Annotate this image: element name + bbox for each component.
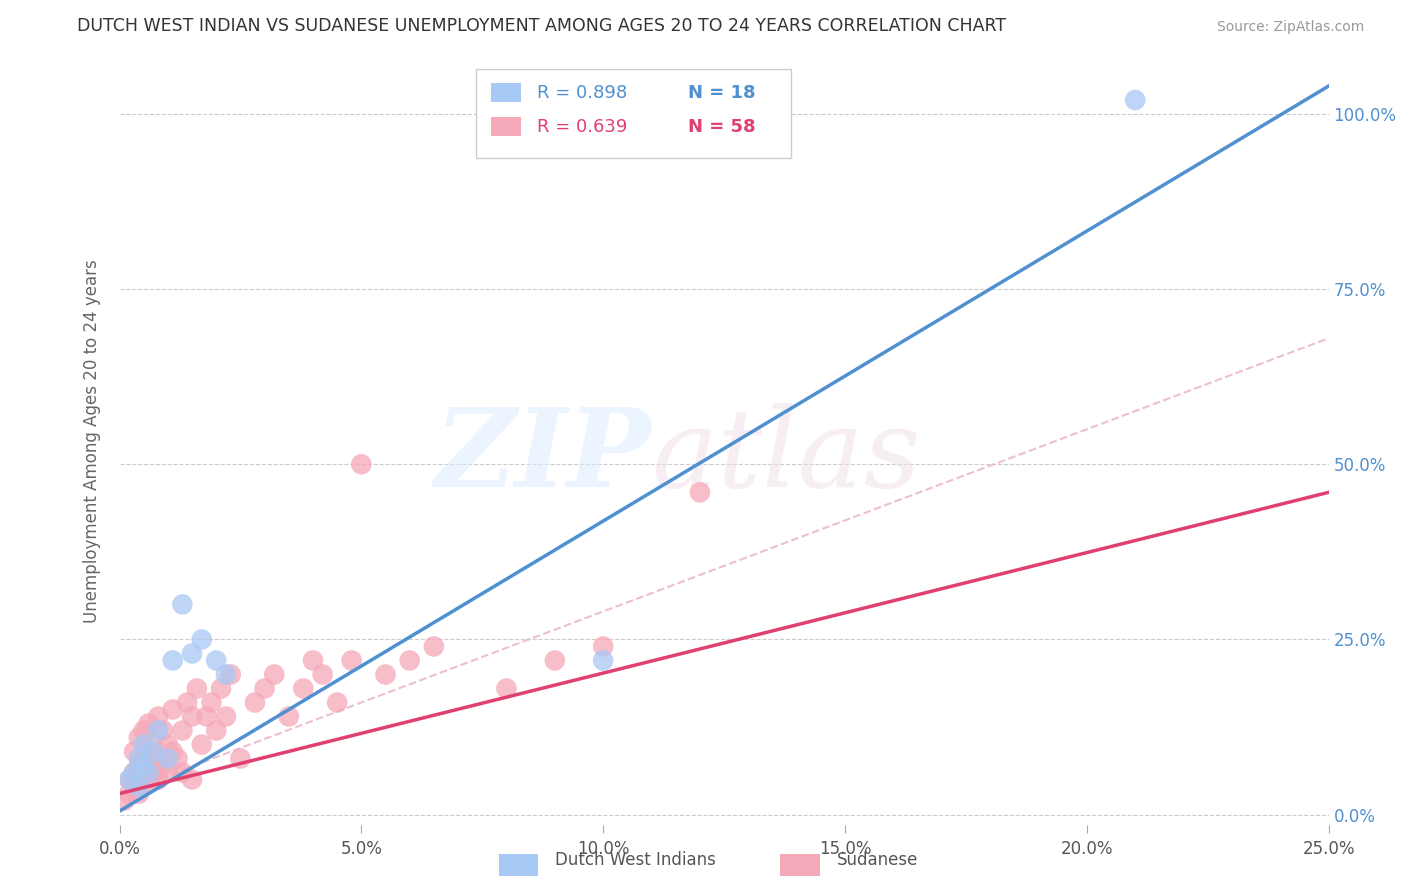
Point	[148, 723, 170, 738]
Point	[172, 598, 194, 612]
Point	[292, 681, 315, 696]
Text: ZIP: ZIP	[434, 403, 651, 510]
Point	[162, 702, 184, 716]
Point	[181, 709, 204, 723]
Point	[186, 681, 208, 696]
Point	[689, 485, 711, 500]
Point	[340, 653, 363, 667]
Point	[122, 765, 145, 780]
Point	[176, 696, 198, 710]
Point	[277, 709, 299, 723]
Point	[350, 458, 373, 472]
Point	[138, 765, 160, 780]
Point	[118, 772, 141, 787]
Point	[128, 787, 150, 801]
Point	[148, 772, 170, 787]
Point	[592, 653, 614, 667]
Point	[122, 780, 145, 794]
Point	[112, 794, 135, 808]
Point	[148, 709, 170, 723]
Point	[311, 667, 333, 681]
Y-axis label: Unemployment Among Ages 20 to 24 years: Unemployment Among Ages 20 to 24 years	[83, 260, 101, 624]
Point	[142, 738, 165, 752]
Point	[128, 758, 150, 772]
Point	[128, 780, 150, 794]
Point	[128, 751, 150, 765]
Point	[142, 745, 165, 759]
Point	[398, 653, 420, 667]
Point	[156, 765, 179, 780]
Point	[138, 772, 160, 787]
Point	[156, 738, 179, 752]
Point	[166, 751, 188, 765]
Point	[128, 731, 150, 745]
Point	[132, 723, 155, 738]
Point	[172, 765, 194, 780]
Point	[215, 709, 238, 723]
Text: N = 18: N = 18	[688, 84, 755, 102]
Point	[142, 765, 165, 780]
Point	[229, 751, 252, 765]
FancyBboxPatch shape	[491, 83, 522, 102]
Point	[200, 696, 222, 710]
Point	[122, 745, 145, 759]
Point	[423, 640, 446, 654]
Point	[205, 723, 228, 738]
Point	[1123, 93, 1146, 107]
Point	[122, 765, 145, 780]
Point	[138, 745, 160, 759]
Text: N = 58: N = 58	[688, 118, 755, 136]
Text: Source: ZipAtlas.com: Source: ZipAtlas.com	[1216, 21, 1364, 34]
Point	[219, 667, 242, 681]
Point	[263, 667, 285, 681]
Point	[326, 696, 349, 710]
Point	[118, 772, 141, 787]
Point	[118, 787, 141, 801]
Point	[253, 681, 276, 696]
Point	[495, 681, 517, 696]
Point	[592, 640, 614, 654]
FancyBboxPatch shape	[477, 70, 790, 158]
Point	[162, 745, 184, 759]
Point	[152, 758, 174, 772]
Point	[190, 738, 212, 752]
Point	[132, 738, 155, 752]
Point	[374, 667, 396, 681]
Point	[190, 632, 212, 647]
Point	[148, 751, 170, 765]
Point	[181, 647, 204, 661]
Text: R = 0.639: R = 0.639	[537, 118, 627, 136]
Text: Dutch West Indians: Dutch West Indians	[555, 851, 716, 869]
Text: Sudanese: Sudanese	[837, 851, 918, 869]
Point	[243, 696, 266, 710]
FancyBboxPatch shape	[491, 117, 522, 136]
Point	[181, 772, 204, 787]
Point	[132, 751, 155, 765]
Text: R = 0.898: R = 0.898	[537, 84, 627, 102]
Point	[132, 758, 155, 772]
Point	[544, 653, 567, 667]
Point	[162, 653, 184, 667]
Point	[195, 709, 218, 723]
Point	[132, 780, 155, 794]
Text: atlas: atlas	[651, 403, 921, 510]
Point	[215, 667, 238, 681]
Point	[138, 716, 160, 731]
Point	[152, 723, 174, 738]
Point	[209, 681, 232, 696]
Point	[302, 653, 325, 667]
Point	[156, 751, 179, 765]
Point	[172, 723, 194, 738]
Text: DUTCH WEST INDIAN VS SUDANESE UNEMPLOYMENT AMONG AGES 20 TO 24 YEARS CORRELATION: DUTCH WEST INDIAN VS SUDANESE UNEMPLOYME…	[77, 17, 1007, 35]
Point	[205, 653, 228, 667]
